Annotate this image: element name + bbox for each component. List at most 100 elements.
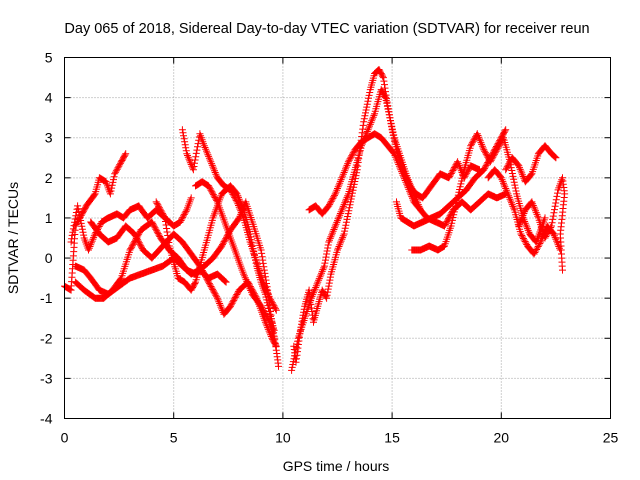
data-point (271, 303, 279, 311)
y-tick-label: 1 (45, 210, 53, 226)
data-point (110, 176, 117, 184)
data-point (154, 201, 162, 209)
data-point (116, 161, 124, 169)
data-point (201, 144, 209, 151)
data-point (551, 202, 559, 210)
data-point (74, 205, 82, 213)
data-point (364, 97, 372, 105)
data-point (259, 307, 267, 315)
data-point (321, 259, 329, 267)
data-point (112, 168, 120, 176)
data-point (324, 241, 332, 249)
data-point (363, 103, 371, 111)
data-point (134, 237, 142, 245)
data-point (238, 210, 246, 218)
data-point (79, 228, 87, 236)
data-point (185, 155, 193, 163)
data-point (201, 271, 209, 279)
data-point (336, 241, 344, 249)
data-point (239, 212, 247, 220)
data-point (343, 215, 351, 223)
data-point (131, 231, 139, 239)
data-point (154, 230, 162, 238)
data-point (454, 160, 462, 168)
data-point (264, 291, 272, 299)
data-point (150, 222, 158, 230)
data-point (272, 305, 279, 313)
data-point (155, 204, 163, 212)
data-point (74, 202, 82, 210)
data-point (152, 225, 160, 233)
data-point (88, 237, 96, 245)
data-point (192, 149, 200, 157)
data-point (182, 144, 190, 152)
data-point (214, 296, 222, 304)
data-point (345, 207, 353, 215)
data-point (265, 292, 273, 300)
data-point (191, 159, 198, 167)
data-point (265, 317, 273, 325)
data-point (322, 253, 330, 261)
data-point (261, 273, 269, 281)
y-tick-label: 5 (45, 50, 53, 66)
data-point (155, 231, 163, 239)
data-point (87, 241, 95, 249)
data-point (335, 243, 343, 250)
data-point (339, 234, 347, 242)
series-track-b (67, 194, 195, 254)
data-point (213, 196, 221, 204)
data-point (264, 302, 272, 310)
data-point (68, 231, 76, 239)
data-point (262, 285, 270, 293)
data-point (149, 221, 157, 229)
data-point (445, 174, 453, 182)
data-point (78, 225, 86, 233)
y-tick-label: 2 (45, 170, 53, 186)
data-point (68, 235, 76, 243)
data-point (122, 150, 130, 158)
data-point (362, 109, 369, 117)
plot-frame (64, 57, 611, 419)
data-point (78, 222, 86, 230)
data-point (219, 239, 227, 247)
data-point (85, 246, 92, 254)
data-point (208, 188, 216, 196)
data-point (205, 182, 213, 190)
data-point (216, 300, 224, 307)
data-point (361, 112, 369, 120)
data-point (77, 219, 85, 227)
data-point (114, 164, 122, 172)
data-point (209, 285, 217, 293)
data-point (261, 310, 269, 317)
data-point (187, 194, 195, 202)
data-point (261, 284, 269, 291)
data-point (346, 201, 354, 209)
data-point (177, 217, 185, 224)
data-point (237, 209, 245, 217)
data-point (209, 191, 217, 199)
data-point (134, 236, 142, 244)
data-point (207, 186, 215, 194)
data-point (227, 186, 234, 194)
data-point (553, 192, 561, 200)
data-point (229, 298, 237, 306)
data-point (210, 165, 218, 173)
data-point (549, 215, 557, 223)
data-point (231, 293, 239, 301)
data-point (262, 311, 270, 319)
data-point (203, 275, 211, 283)
data-point (106, 190, 114, 198)
data-point (334, 244, 342, 252)
data-point (366, 89, 374, 96)
data-point (112, 167, 120, 175)
y-tick-label: 4 (45, 90, 53, 106)
data-point (233, 291, 241, 298)
data-point (85, 244, 93, 252)
data-point (153, 228, 161, 236)
data-point (212, 291, 220, 299)
data-point (272, 341, 280, 349)
data-point (194, 143, 201, 151)
data-point (380, 77, 388, 85)
data-point (218, 305, 226, 313)
